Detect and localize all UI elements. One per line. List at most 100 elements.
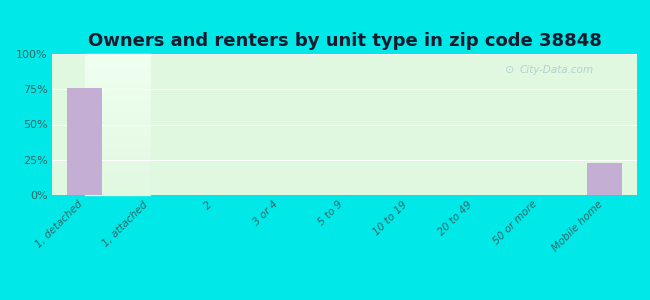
Bar <box>84 71 150 72</box>
Bar <box>84 112 150 113</box>
Bar <box>84 193 150 194</box>
Bar <box>84 80 150 81</box>
Bar <box>84 122 150 123</box>
Bar <box>84 100 150 101</box>
Bar <box>84 67 150 68</box>
Bar <box>84 160 150 161</box>
Bar <box>84 133 150 134</box>
Bar <box>84 139 150 140</box>
Bar <box>84 90 150 91</box>
Bar <box>84 127 150 128</box>
Bar <box>84 70 150 71</box>
Bar <box>84 69 150 70</box>
Bar <box>84 131 150 132</box>
Bar <box>84 85 150 86</box>
Bar <box>84 185 150 186</box>
Bar <box>84 123 150 124</box>
Bar <box>84 178 150 179</box>
Bar <box>84 128 150 129</box>
Bar <box>84 147 150 148</box>
Bar <box>84 191 150 192</box>
Bar <box>84 73 150 74</box>
Bar <box>84 132 150 133</box>
Bar <box>84 138 150 139</box>
Bar <box>84 188 150 189</box>
Bar <box>84 110 150 111</box>
Bar <box>84 77 150 78</box>
Bar <box>84 75 150 76</box>
Bar <box>84 59 150 60</box>
Bar <box>84 89 150 90</box>
Bar <box>84 145 150 146</box>
Bar <box>84 173 150 174</box>
Bar <box>84 164 150 165</box>
Bar <box>84 68 150 69</box>
Bar <box>84 65 150 66</box>
Bar <box>84 134 150 135</box>
Bar <box>84 104 150 105</box>
Bar <box>84 165 150 166</box>
Bar <box>84 120 150 121</box>
Bar <box>84 108 150 109</box>
Bar <box>84 115 150 116</box>
Bar <box>84 167 150 168</box>
Title: Owners and renters by unit type in zip code 38848: Owners and renters by unit type in zip c… <box>88 32 601 50</box>
Bar <box>84 150 150 151</box>
Text: ⊙: ⊙ <box>506 64 515 75</box>
Bar <box>84 81 150 82</box>
Bar <box>84 106 150 107</box>
Bar <box>84 152 150 153</box>
Bar <box>84 172 150 173</box>
Bar <box>84 136 150 137</box>
Bar <box>84 154 150 155</box>
Bar <box>84 183 150 184</box>
Bar <box>84 169 150 170</box>
Bar <box>84 137 150 138</box>
Bar <box>84 125 150 126</box>
Bar <box>84 179 150 180</box>
Bar <box>84 149 150 150</box>
Bar <box>84 144 150 145</box>
Bar <box>84 88 150 89</box>
Bar <box>84 54 150 55</box>
Bar <box>84 176 150 177</box>
Bar <box>84 87 150 88</box>
Bar <box>84 76 150 77</box>
Bar <box>84 124 150 125</box>
Text: City-Data.com: City-Data.com <box>520 65 594 75</box>
Bar <box>84 190 150 191</box>
Bar <box>84 158 150 159</box>
Bar <box>84 102 150 103</box>
Bar <box>84 186 150 187</box>
Bar <box>84 79 150 80</box>
Bar <box>84 93 150 94</box>
Bar <box>84 162 150 163</box>
Bar <box>84 64 150 65</box>
Bar <box>84 63 150 64</box>
Bar <box>84 78 150 79</box>
Bar <box>84 96 150 97</box>
Bar <box>84 74 150 75</box>
Bar <box>84 109 150 110</box>
Bar <box>84 160 150 161</box>
Bar <box>84 130 150 131</box>
Bar <box>84 146 150 147</box>
Bar <box>84 168 150 169</box>
Bar <box>84 126 150 127</box>
Bar <box>84 94 150 95</box>
Bar <box>84 72 150 73</box>
Bar <box>84 103 150 104</box>
Bar <box>84 83 150 84</box>
Bar <box>84 107 150 108</box>
Bar <box>84 163 150 164</box>
Bar <box>84 174 150 175</box>
Bar <box>84 175 150 176</box>
Bar <box>84 116 150 117</box>
Bar <box>84 135 150 136</box>
Bar <box>84 161 150 162</box>
Bar <box>84 148 150 149</box>
Bar <box>84 55 150 56</box>
Bar <box>84 157 150 158</box>
Bar <box>84 151 150 152</box>
Bar <box>84 182 150 183</box>
